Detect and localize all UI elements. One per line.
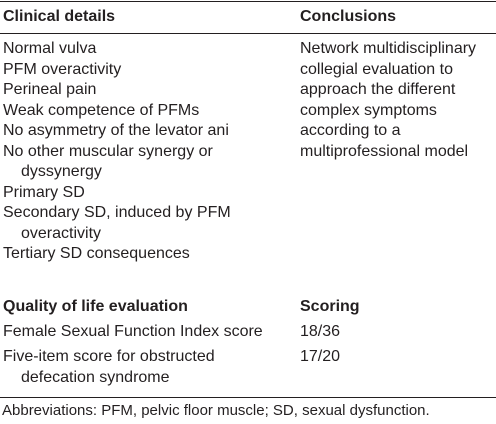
clinical-detail-item-continuation: dyssynergy xyxy=(21,163,102,180)
abbreviations-footnote: Abbreviations: PFM, pelvic floor muscle;… xyxy=(2,402,430,419)
clinical-detail-item: Weak competence of PFMs xyxy=(3,101,200,119)
qol-row-score: 18/36 xyxy=(300,323,341,340)
clinical-detail-item: Primary SD xyxy=(3,183,85,201)
scoring-heading: Scoring xyxy=(300,298,360,315)
clinical-detail-item: Normal vulva xyxy=(3,40,97,57)
clinical-details-list: Normal vulva PFM overactivity Perineal p… xyxy=(3,39,231,265)
qol-row-score: 17/20 xyxy=(300,348,341,365)
conclusions-text: Network multidisciplinary collegial eval… xyxy=(300,39,476,162)
conclusion-line: complex symptoms xyxy=(300,101,437,119)
header-clinical-details: Clinical details xyxy=(3,8,116,25)
header-rule xyxy=(0,33,496,34)
qol-row-label: Female Sexual Function Index score xyxy=(3,323,263,340)
conclusion-line: Network multidisciplinary xyxy=(300,40,477,57)
clinical-detail-item: PFM overactivity xyxy=(3,60,122,78)
conclusion-line: multiprofessional model xyxy=(300,142,469,160)
clinical-detail-item-continuation: overactivity xyxy=(21,224,102,242)
conclusion-line: according to a xyxy=(300,122,401,139)
clinical-detail-item: No asymmetry of the levator ani xyxy=(3,122,229,139)
qol-row-label-continuation: defecation syndrome xyxy=(21,369,170,386)
qol-row-label: Five-item score for obstructed xyxy=(3,348,215,365)
table-bottom-rule xyxy=(0,397,496,398)
clinical-detail-item: Perineal pain xyxy=(3,81,97,98)
qol-heading: Quality of life evaluation xyxy=(3,298,188,315)
header-conclusions: Conclusions xyxy=(300,8,397,25)
table-top-rule xyxy=(0,1,496,2)
clinical-detail-item: Tertiary SD consequences xyxy=(3,245,190,262)
clinical-detail-item: No other muscular synergy or xyxy=(3,142,213,160)
conclusion-line: collegial evaluation to xyxy=(300,60,453,78)
clinical-detail-item: Secondary SD, induced by PFM xyxy=(3,204,231,221)
conclusion-line: approach the different xyxy=(300,81,456,98)
